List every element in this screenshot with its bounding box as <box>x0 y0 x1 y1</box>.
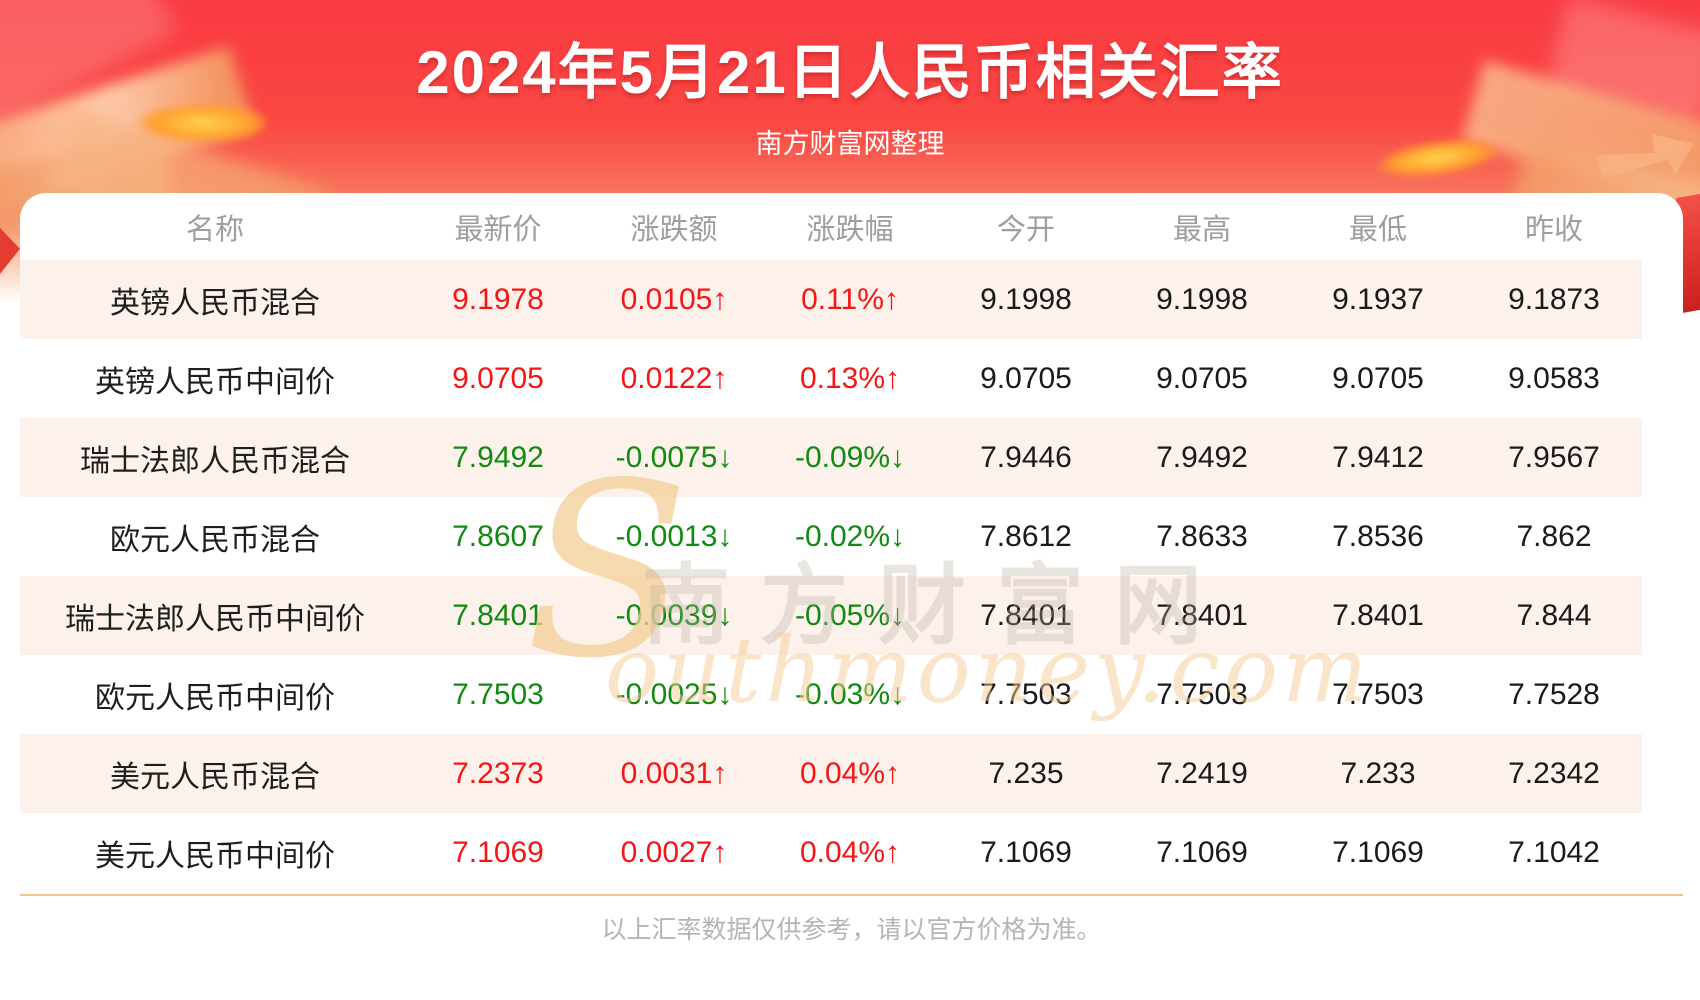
table-row: 瑞士法郎人民币中间价 7.8401 -0.0039↓ -0.05%↓ 7.8401 7.8… <box>20 576 1642 655</box>
cell-latest: 7.1069 <box>452 835 544 869</box>
cell-latest: 9.1978 <box>452 282 544 316</box>
cell-latest: 7.2373 <box>452 756 544 790</box>
cell-prev-close: 7.2342 <box>1508 756 1600 790</box>
cell-change: -0.0025↓ <box>615 677 733 711</box>
column-header-7: 昨收 <box>1524 213 1583 246</box>
cell-open: 7.9446 <box>980 440 1072 474</box>
cell-name: 瑞士法郎人民币中间价 <box>65 602 365 636</box>
cell-change: -0.0039↓ <box>615 598 733 632</box>
cell-low: 9.0705 <box>1332 361 1424 395</box>
cell-high: 7.8401 <box>1156 598 1248 632</box>
cell-change-pct: -0.09%↓ <box>794 440 906 474</box>
cell-low: 7.7503 <box>1332 677 1424 711</box>
cell-prev-close: 9.1873 <box>1508 282 1600 316</box>
column-header-5: 最高 <box>1172 213 1231 246</box>
disclaimer-text: 以上汇率数据仅供参考，请以官方价格为准。 <box>601 916 1102 944</box>
column-header-3: 涨跌幅 <box>806 213 894 246</box>
table-row: 英镑人民币中间价 9.0705 0.0122↑ 0.13%↑ 9.0705 9.0705 9… <box>20 339 1642 418</box>
cell-latest: 7.7503 <box>452 677 544 711</box>
cell-change: 0.0031↑ <box>620 756 728 790</box>
cell-prev-close: 7.9567 <box>1508 440 1600 474</box>
table-row: 美元人民币混合 7.2373 0.0031↑ 0.04%↑ 7.235 7.2419 7.2… <box>20 734 1642 813</box>
cell-low: 7.1069 <box>1332 835 1424 869</box>
table-row: 英镑人民币混合 9.1978 0.0105↑ 0.11%↑ 9.1998 9.1998 9.… <box>20 260 1642 339</box>
cell-name: 瑞士法郎人民币混合 <box>80 444 350 478</box>
cell-latest: 7.8401 <box>452 598 544 632</box>
cell-change: 0.0027↑ <box>620 835 728 869</box>
cell-prev-close: 7.1042 <box>1508 835 1600 869</box>
cell-name: 美元人民币混合 <box>110 760 320 794</box>
cell-open: 7.235 <box>988 756 1064 790</box>
cell-open: 9.1998 <box>980 282 1072 316</box>
cell-prev-close: 7.7528 <box>1508 677 1600 711</box>
rate-table-body: 英镑人民币混合 9.1978 0.0105↑ 0.11%↑ 9.1998 9.1998 9.… <box>20 260 1642 892</box>
table-row: 美元人民币中间价 7.1069 0.0027↑ 0.04%↑ 7.1069 7.1069 7… <box>20 813 1642 892</box>
cell-open: 9.0705 <box>980 361 1072 395</box>
cell-latest: 7.8607 <box>452 519 544 553</box>
cell-low: 7.8536 <box>1332 519 1424 553</box>
cell-prev-close: 9.0583 <box>1508 361 1600 395</box>
cell-prev-close: 7.862 <box>1516 519 1592 553</box>
cell-change-pct: -0.05%↓ <box>794 598 906 632</box>
cell-low: 9.1937 <box>1332 282 1424 316</box>
column-header-4: 今开 <box>996 213 1055 246</box>
cell-open: 7.7503 <box>980 677 1072 711</box>
cell-open: 7.8401 <box>980 598 1072 632</box>
cell-change: 0.0105↑ <box>620 282 728 316</box>
table-row: 欧元人民币混合 7.8607 -0.0013↓ -0.02%↓ 7.8612 7.8633… <box>20 497 1642 576</box>
cell-high: 7.2419 <box>1156 756 1248 790</box>
table-header-row: 名称 最新价 涨跌额 涨跌幅 今开 最高 最低 昨收 <box>20 193 1642 260</box>
cell-low: 7.9412 <box>1332 440 1424 474</box>
cell-low: 7.233 <box>1340 756 1416 790</box>
cell-low: 7.8401 <box>1332 598 1424 632</box>
cell-change: -0.0013↓ <box>615 519 733 553</box>
gold-glow-decoration-left <box>138 104 268 142</box>
cell-change-pct: 0.04%↑ <box>799 835 901 869</box>
cell-change-pct: 0.11%↑ <box>801 282 899 316</box>
cell-high: 9.0705 <box>1156 361 1248 395</box>
cell-high: 7.8633 <box>1156 519 1248 553</box>
cell-open: 7.8612 <box>980 519 1072 553</box>
cell-name: 英镑人民币中间价 <box>95 365 335 399</box>
rates-card: S 南方财富网 outhmoney.com 名称 最新价 涨跌额 涨跌幅 今开 最高 最低昨… <box>20 193 1683 896</box>
cell-high: 7.9492 <box>1156 440 1248 474</box>
cell-name: 美元人民币中间价 <box>95 839 335 873</box>
cell-change-pct: -0.02%↓ <box>794 519 906 553</box>
cell-high: 7.7503 <box>1156 677 1248 711</box>
column-header-6: 最低 <box>1348 213 1407 246</box>
cell-name: 英镑人民币混合 <box>110 286 320 320</box>
table-row: 欧元人民币中间价 7.7503 -0.0025↓ -0.03%↓ 7.7503 7.750… <box>20 655 1642 734</box>
cell-high: 9.1998 <box>1156 282 1248 316</box>
page-subtitle: 南方财富网整理 <box>755 129 945 159</box>
cell-change-pct: 0.13%↑ <box>799 361 901 395</box>
cell-change: -0.0075↓ <box>615 440 733 474</box>
column-header-1: 最新价 <box>454 213 542 246</box>
cell-change: 0.0122↑ <box>620 361 728 395</box>
cell-change-pct: -0.03%↓ <box>794 677 906 711</box>
column-header-0: 名称 <box>185 213 244 246</box>
rates-table: 名称 最新价 涨跌额 涨跌幅 今开 最高 最低 昨收 英镑人民币混合 9.1978 0.0105↑… <box>20 193 1642 892</box>
cell-latest: 9.0705 <box>452 361 544 395</box>
cell-open: 7.1069 <box>980 835 1072 869</box>
cell-name: 欧元人民币混合 <box>110 523 320 557</box>
cell-latest: 7.9492 <box>452 440 544 474</box>
cell-prev-close: 7.844 <box>1516 598 1592 632</box>
table-row: 瑞士法郎人民币混合 7.9492 -0.0075↓ -0.09%↓ 7.9446 7.94… <box>20 418 1642 497</box>
cell-high: 7.1069 <box>1156 835 1248 869</box>
cell-name: 欧元人民币中间价 <box>95 681 335 715</box>
page-title: 2024年5月21日人民币相关汇率 <box>416 39 1284 106</box>
cell-change-pct: 0.04%↑ <box>799 756 901 790</box>
column-header-2: 涨跌额 <box>630 213 718 246</box>
